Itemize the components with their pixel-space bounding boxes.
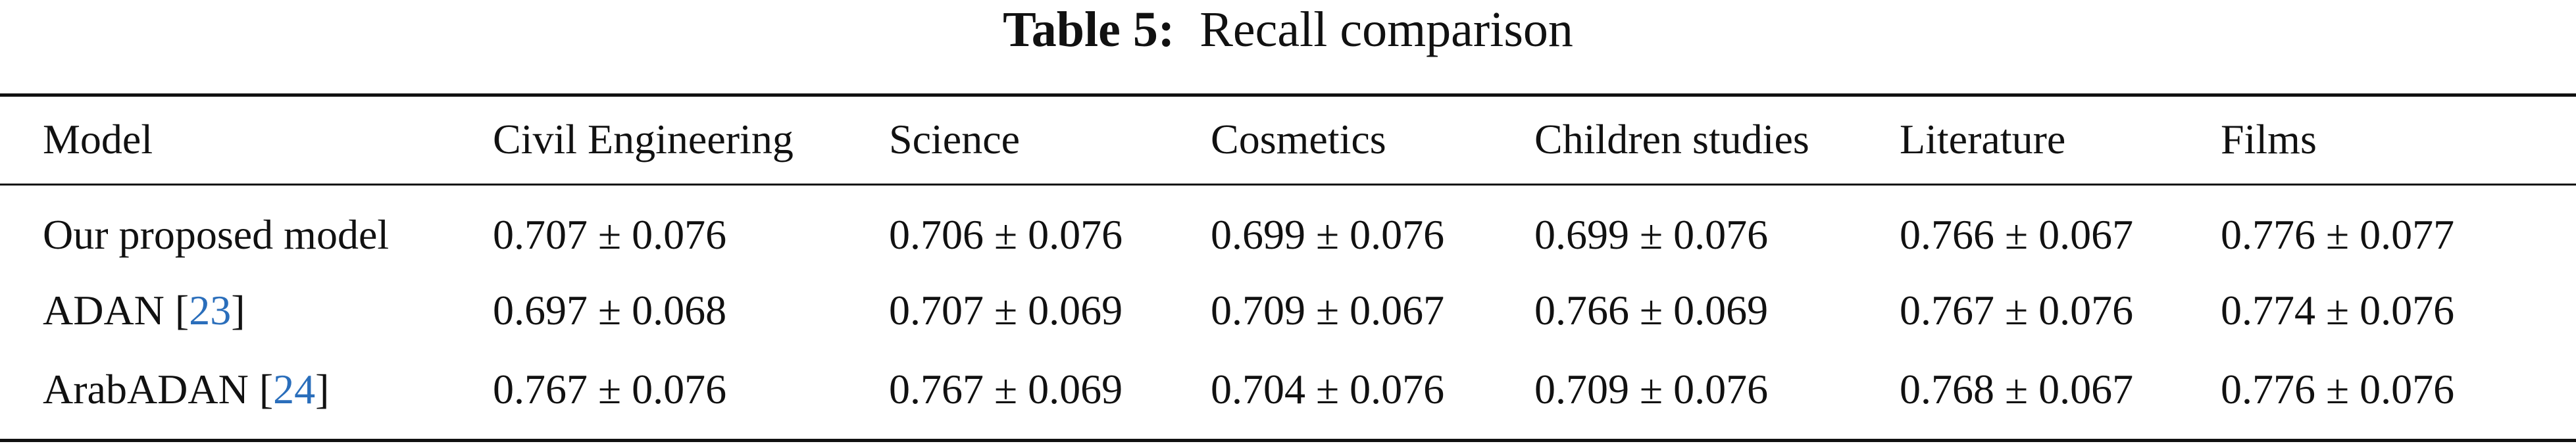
bottom-rule [0,439,2576,442]
header-cell: Cosmetics [1211,116,1386,162]
value-cell: 0.699 ± 0.076 [1534,211,1769,258]
header-cell: Literature [1900,116,2066,162]
model-name: ArabADAN [43,366,249,412]
value-cell: 0.766 ± 0.067 [1900,211,2134,258]
value-cell: 0.776 ± 0.076 [2221,366,2455,412]
caption: Table 5: Recall comparison [0,5,2576,55]
header-cell: Model [43,116,153,162]
citation[interactable]: 23 [189,287,232,334]
model-cell: ArabADAN [24] [43,366,330,412]
value-cell: 0.776 ± 0.077 [2221,211,2455,258]
value-cell: 0.767 ± 0.076 [1900,287,2134,334]
header-cell: Films [2221,116,2317,162]
header-cell: Science [889,116,1020,162]
model-cell: Our proposed model [43,214,389,256]
value-cell: 0.697 ± 0.068 [493,287,727,334]
value-cell: 0.699 ± 0.076 [1211,211,1445,258]
value-cell: 0.709 ± 0.067 [1211,287,1445,334]
value-cell: 0.707 ± 0.069 [889,287,1123,334]
value-cell: 0.774 ± 0.076 [2221,287,2455,334]
caption-text: Recall comparison [1200,2,1573,57]
top-rule [0,93,2576,97]
model-cell: ADAN [23] [43,287,245,334]
value-cell: 0.709 ± 0.076 [1534,366,1769,412]
header-cell: Children studies [1534,116,1809,162]
value-cell: 0.706 ± 0.076 [889,211,1123,258]
value-cell: 0.707 ± 0.076 [493,211,727,258]
value-cell: 0.766 ± 0.069 [1534,287,1769,334]
model-name: ADAN [43,287,164,334]
mid-rule [0,184,2576,186]
value-cell: 0.767 ± 0.069 [889,366,1123,412]
value-cell: 0.704 ± 0.076 [1211,366,1445,412]
caption-label: Table 5: [1003,2,1175,57]
model-name: Our proposed model [43,211,390,258]
header-cell: Civil Engineering [493,116,794,162]
citation[interactable]: 24 [273,366,316,412]
value-cell: 0.767 ± 0.076 [493,366,727,412]
value-cell: 0.768 ± 0.067 [1900,366,2134,412]
